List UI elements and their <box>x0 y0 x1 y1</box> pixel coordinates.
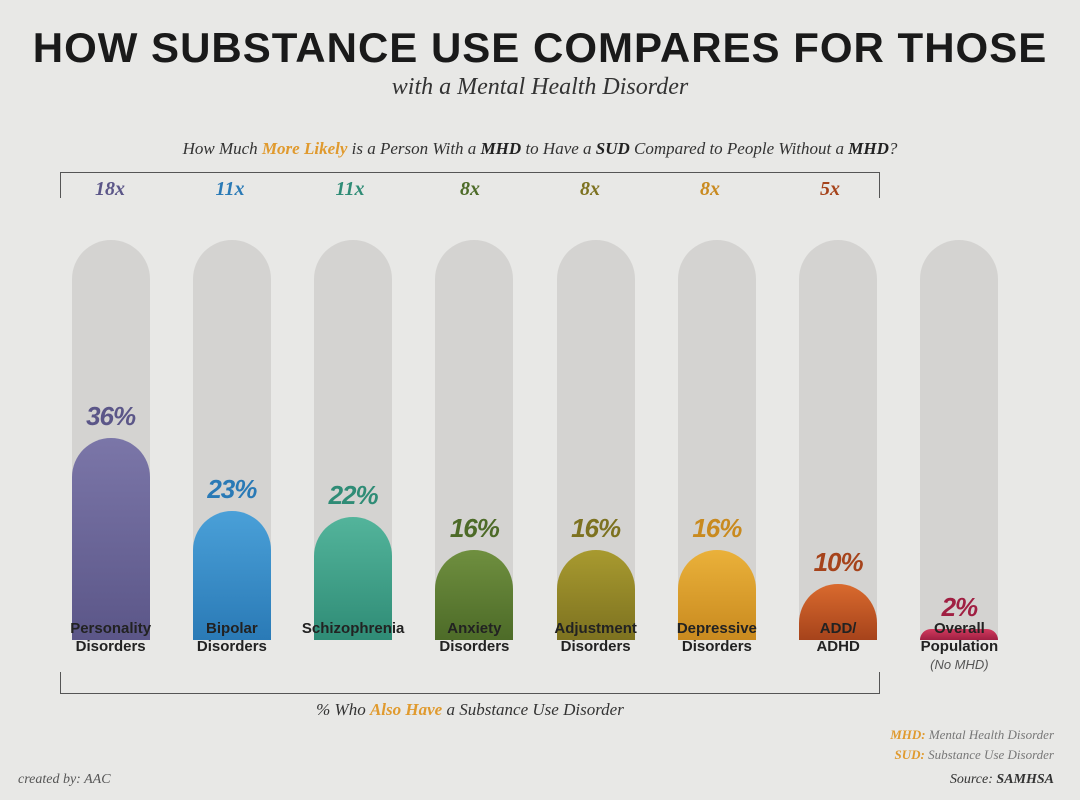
multiplier-row: 18x11x11x8x8x8x5x <box>50 178 890 201</box>
credit-value: AAC <box>84 772 110 787</box>
bar-track: 16% <box>557 240 635 640</box>
bc-suffix: a Substance Use Disorder <box>442 700 624 719</box>
bar-column: 2% <box>899 210 1020 640</box>
legend: MHD: Mental Health Disorder SUD: Substan… <box>890 725 1054 764</box>
bar-column: 22% <box>293 210 414 640</box>
bar-track: 22% <box>314 240 392 640</box>
bottom-caption: % Who Also Have a Substance Use Disorder <box>50 700 890 720</box>
category-label: PersonalityDisorders <box>50 620 171 674</box>
multiplier-label: 11x <box>170 178 290 201</box>
category-label: OverallPopulation(No MHD) <box>899 620 1020 674</box>
legend-row: MHD: Mental Health Disorder <box>890 725 1054 745</box>
bar-column: 16% <box>414 210 535 640</box>
bar-column: 36% <box>50 210 171 640</box>
category-label: BipolarDisorders <box>171 620 292 674</box>
created-by: created by: AAC <box>18 772 111 788</box>
bar-track: 23% <box>193 240 271 640</box>
legend-key: SUD: <box>895 747 925 762</box>
multiplier-label: 8x <box>410 178 530 201</box>
source-credit: Source: SAMHSA <box>950 772 1054 788</box>
percent-label: 23% <box>193 474 271 505</box>
bar-track: 16% <box>678 240 756 640</box>
title-sub: with a Mental Health Disorder <box>0 74 1080 101</box>
percent-label: 22% <box>314 480 392 511</box>
tq-mid3: Compared to People Without a <box>630 139 848 158</box>
bar-track: 16% <box>435 240 513 640</box>
category-label: Schizophrenia <box>293 620 414 674</box>
tq-prefix: How Much <box>183 139 262 158</box>
top-question: How Much More Likely is a Person With a … <box>0 139 1080 159</box>
tq-mid1: is a Person With a <box>347 139 480 158</box>
bar-column: 23% <box>171 210 292 640</box>
legend-key: MHD: <box>890 727 925 742</box>
multiplier-label: 5x <box>770 178 890 201</box>
tq-mid2: to Have a <box>521 139 596 158</box>
bar-fill <box>72 438 150 640</box>
percent-label: 10% <box>799 547 877 578</box>
bar-chart: 36% 23% 22% 16% 16% 16% 10% 2% <box>50 210 1020 640</box>
bar-column: 16% <box>656 210 777 640</box>
category-label: AdjustmentDisorders <box>535 620 656 674</box>
bar-track: 36% <box>72 240 150 640</box>
category-label: AnxietyDisorders <box>414 620 535 674</box>
category-label: ADD/ADHD <box>778 620 899 674</box>
credit-label: created by: <box>18 772 84 787</box>
percent-label: 16% <box>435 513 513 544</box>
bc-prefix: % Who <box>316 700 370 719</box>
bar-column: 10% <box>778 210 899 640</box>
percent-label: 16% <box>678 513 756 544</box>
tq-suffix: ? <box>889 139 898 158</box>
category-labels-row: PersonalityDisordersBipolarDisordersSchi… <box>50 620 1020 674</box>
bc-highlight: Also Have <box>370 700 442 719</box>
source-value: SAMHSA <box>996 772 1054 787</box>
legend-val: Substance Use Disorder <box>928 747 1054 762</box>
bar-track: 10% <box>799 240 877 640</box>
percent-label: 16% <box>557 513 635 544</box>
category-label: DepressiveDisorders <box>656 620 777 674</box>
tq-highlight: More Likely <box>262 139 347 158</box>
tq-b3: MHD <box>848 139 889 158</box>
percent-label: 2% <box>920 592 998 623</box>
bar-column: 16% <box>535 210 656 640</box>
legend-row: SUD: Substance Use Disorder <box>890 745 1054 765</box>
multiplier-label: 8x <box>650 178 770 201</box>
title-main: HOW SUBSTANCE USE COMPARES FOR THOSE <box>0 24 1080 72</box>
bottom-bracket <box>60 672 880 694</box>
legend-val: Mental Health Disorder <box>929 727 1054 742</box>
title-block: HOW SUBSTANCE USE COMPARES FOR THOSE wit… <box>0 0 1080 101</box>
multiplier-label: 11x <box>290 178 410 201</box>
multiplier-label: 18x <box>50 178 170 201</box>
percent-label: 36% <box>72 401 150 432</box>
bar-track: 2% <box>920 240 998 640</box>
tq-b1: MHD <box>481 139 522 158</box>
multiplier-label: 8x <box>530 178 650 201</box>
tq-b2: SUD <box>596 139 630 158</box>
source-label: Source: <box>950 772 997 787</box>
